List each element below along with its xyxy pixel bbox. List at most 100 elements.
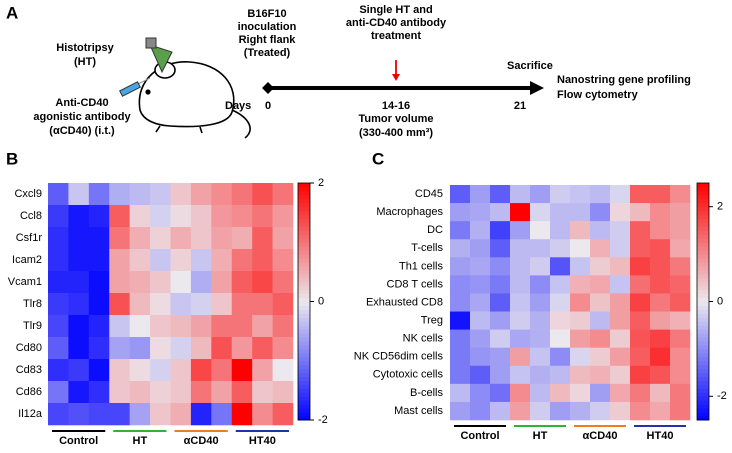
heatmap-cell (570, 257, 591, 276)
heatmap-cell (48, 381, 69, 404)
colorbar-segment (298, 388, 310, 393)
colorbar-segment (298, 400, 310, 405)
day-label: 0 (265, 100, 271, 112)
colorbar-segment (697, 281, 709, 287)
heatmap-cell (450, 293, 471, 312)
row-label: Cd83 (16, 364, 42, 376)
tumor-volume-label: (330-400 mm³) (359, 127, 433, 139)
heatmap-cell (150, 293, 171, 316)
heatmap-cell (170, 381, 192, 404)
heatmap-cell (272, 249, 294, 272)
row-label: CD8 T cells (387, 278, 444, 290)
row-label: Tlr8 (23, 298, 42, 310)
heatmap-cell (450, 203, 471, 222)
heatmap-cell (48, 249, 69, 272)
colorbar-segment (697, 269, 709, 275)
colorbar-segment (298, 273, 310, 279)
colorbar-segment (697, 360, 709, 366)
row-label: Macrophages (376, 206, 443, 218)
heatmap-cell (170, 183, 192, 206)
colorbar-segment (697, 388, 709, 393)
heatmap-cell (650, 401, 671, 421)
row-label: Cxcl9 (14, 188, 42, 200)
heatmap-cell (190, 381, 212, 404)
heatmap-cell (68, 293, 90, 316)
colorbar-segment (298, 186, 310, 192)
colorbar-segment (298, 293, 310, 299)
colorbar-segment (697, 380, 709, 385)
heatmap-cell (190, 249, 212, 272)
inoculation-label: (Treated) (244, 47, 291, 59)
day-label: 14-16 (382, 100, 410, 112)
row-label: Mast cells (394, 405, 443, 417)
heatmap-cell (550, 257, 571, 276)
colorbar-segment (298, 242, 310, 247)
colorbar-segment (697, 202, 709, 208)
heatmap-cell (510, 221, 531, 240)
heatmap-cell (670, 311, 691, 330)
heatmap-cell (550, 185, 571, 204)
heatmap-cell (550, 311, 571, 330)
heatmap-cell (470, 275, 491, 294)
colorbar-segment (298, 337, 310, 342)
heatmap-cell (670, 203, 691, 222)
panel-label: B (6, 149, 18, 168)
heatmap-cell (530, 239, 551, 258)
heatmap-cell (170, 293, 192, 316)
heatmap-cell (150, 227, 171, 250)
colorbar-segment (298, 416, 310, 421)
panel-label: A (6, 3, 18, 22)
heatmap-cell (590, 239, 611, 258)
heatmap-cell (470, 293, 491, 312)
colorbar-segment (298, 301, 310, 306)
timeline (262, 60, 544, 95)
heatmap-cell (190, 183, 212, 206)
heatmap-cell (88, 293, 110, 316)
heatmap-cell (550, 347, 571, 367)
heatmap-cell (590, 365, 611, 385)
heatmap-cell (150, 359, 171, 382)
heatmap-cell (129, 205, 151, 228)
colorbar-tick-label: 0 (318, 295, 324, 307)
colorbar-segment (298, 285, 310, 291)
heatmap-cell (450, 347, 471, 367)
heatmap-cell (570, 365, 591, 385)
treatment-event-label: anti-CD40 antibody (346, 17, 447, 29)
colorbar-segment (697, 206, 709, 212)
colorbar-segment (298, 352, 310, 358)
heatmap-cell (150, 205, 171, 228)
heatmap-cell (630, 185, 651, 204)
heatmap-cell (129, 337, 151, 360)
heatmap-cell (231, 249, 253, 272)
heatmap-cell (610, 203, 631, 222)
syringe (119, 77, 151, 97)
heatmap-cell (490, 347, 511, 367)
heatmap-cell (610, 329, 631, 348)
colorbar-segment (298, 305, 310, 310)
heatmap-cell (129, 271, 151, 294)
heatmap-cell (670, 329, 691, 348)
heatmap-cell (470, 383, 491, 403)
heatmap-cell (88, 249, 110, 272)
heatmap-cell (610, 257, 631, 276)
heatmap-cell (590, 401, 611, 421)
heatmap-cell (170, 205, 192, 228)
group-label: Control (460, 430, 499, 442)
colorbar-segment (298, 194, 310, 200)
heatmap-cell (450, 257, 471, 276)
readout-label: Nanostring gene profiling (557, 74, 691, 86)
colorbar-segment (697, 246, 709, 251)
heatmap-cell (129, 315, 151, 338)
heatmap-cell (490, 221, 511, 240)
colorbar-segment (697, 356, 709, 362)
heatmap-cell (550, 203, 571, 222)
colorbar-segment (697, 293, 709, 299)
heatmap-cell (510, 185, 531, 204)
heatmap-cell (670, 383, 691, 403)
heatmap-cell (170, 359, 192, 382)
heatmap-cell (231, 337, 253, 360)
colorbar-segment (697, 289, 709, 295)
heatmap-cell (670, 401, 691, 421)
heatmap-cell (211, 315, 233, 338)
heatmap-cell (470, 401, 491, 421)
